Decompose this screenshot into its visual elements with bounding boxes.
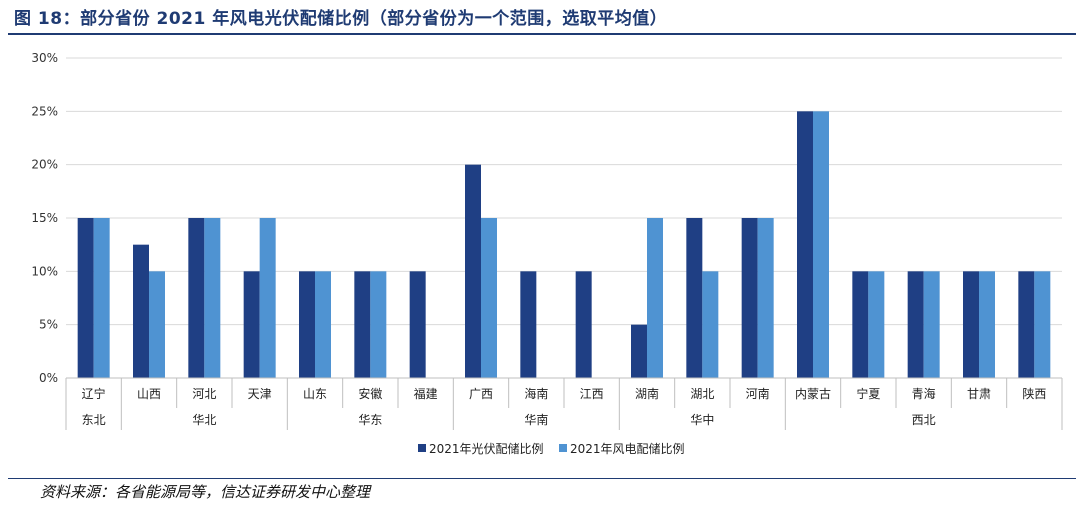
bar-solar <box>188 218 205 378</box>
y-tick-label: 10% <box>31 264 58 278</box>
category-label: 河南 <box>746 386 770 401</box>
bar-solar <box>741 218 758 378</box>
y-tick-label: 0% <box>39 371 58 385</box>
page-title: 图 18：部分省份 2021 年风电光伏配储比例（部分省份为一个范围，选取平均值… <box>14 9 668 29</box>
bar-chart: 0% 5% 10% 15% 20% 25% 30% 辽宁 山西 河北 天津 山东 安徽 福建 广西 海南 江西 湖… <box>31 51 1063 456</box>
category-label: 甘肃 <box>967 387 991 401</box>
source-note: 资料来源：各省能源局等，信达证券研发中心整理 <box>40 483 371 501</box>
bar-wind <box>259 218 276 378</box>
bar-solar <box>852 271 869 378</box>
bar-wind <box>923 271 940 378</box>
category-label: 安徽 <box>358 386 382 401</box>
legend-swatch-solar <box>418 444 426 452</box>
category-label: 山东 <box>303 387 327 401</box>
bar-solar <box>465 164 481 378</box>
bar-wind <box>204 218 221 378</box>
category-label: 青海 <box>912 386 936 401</box>
bar-solar <box>354 271 371 378</box>
bar-solar <box>299 271 315 378</box>
category-label: 辽宁 <box>82 386 106 401</box>
bar-wind <box>647 218 663 378</box>
category-label: 湖南 <box>635 386 659 401</box>
category-label: 内蒙古 <box>795 386 831 401</box>
category-label: 广西 <box>469 387 493 401</box>
category-label: 江西 <box>580 387 604 401</box>
group-label: 华南 <box>524 412 548 427</box>
bar-wind <box>757 218 774 378</box>
legend-label-wind: 2021年风电配储比例 <box>570 441 685 456</box>
y-tick-label: 30% <box>31 51 58 65</box>
bar-wind <box>370 271 387 378</box>
title-divider <box>8 33 1076 35</box>
legend-swatch-wind <box>559 444 567 452</box>
category-label: 宁夏 <box>856 386 880 401</box>
group-label: 华北 <box>192 413 216 427</box>
category-label: 福建 <box>414 386 438 401</box>
bar-wind <box>315 271 331 378</box>
y-tick-label: 5% <box>39 318 58 332</box>
category-label: 天津 <box>248 387 272 401</box>
bar-solar <box>686 218 703 378</box>
bar-solar <box>907 271 924 378</box>
category-label: 山西 <box>137 387 161 401</box>
legend-label-solar: 2021年光伏配储比例 <box>429 441 544 456</box>
y-tick-label: 20% <box>31 158 58 172</box>
category-label: 陕西 <box>1022 386 1046 401</box>
bar-solar <box>77 218 94 378</box>
bar-solar <box>575 271 592 378</box>
bar-solar <box>520 271 537 378</box>
bar-solar <box>409 271 426 378</box>
bar-wind <box>93 218 110 378</box>
bar-solar <box>1018 271 1035 378</box>
bar-solar <box>963 271 979 378</box>
bar-wind <box>481 218 497 378</box>
source-divider <box>8 478 1076 479</box>
bar-solar <box>797 111 813 378</box>
category-label: 海南 <box>524 386 548 401</box>
bar-solar <box>631 324 647 378</box>
bar-solar <box>133 244 149 378</box>
y-tick-label: 15% <box>31 211 58 225</box>
bar-wind <box>149 271 165 378</box>
bar-wind <box>702 271 719 378</box>
bar-wind <box>868 271 885 378</box>
category-label: 河北 <box>192 387 216 401</box>
bar-solar <box>243 271 260 378</box>
category-label: 湖北 <box>690 386 714 401</box>
group-label: 华中 <box>690 412 714 427</box>
bar-wind <box>813 111 829 378</box>
bar-wind <box>979 271 995 378</box>
group-label: 西北 <box>912 413 936 427</box>
bar-wind <box>1034 271 1051 378</box>
group-label: 华东 <box>358 413 382 427</box>
y-tick-label: 25% <box>31 104 58 118</box>
group-label: 东北 <box>82 413 106 427</box>
